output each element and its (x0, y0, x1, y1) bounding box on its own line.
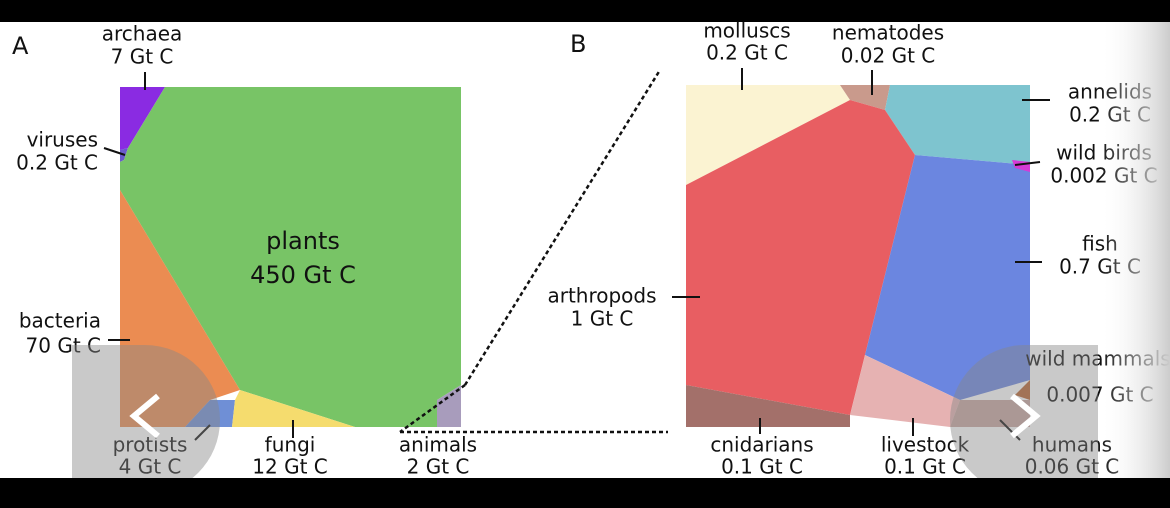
cell (865, 155, 1030, 400)
cell (850, 355, 960, 427)
cell (185, 400, 235, 427)
cell-amount: 2 Gt C (407, 455, 470, 479)
zoom-lines (399, 69, 668, 434)
cell-amount: 70 Gt C (26, 334, 101, 358)
cell (840, 85, 890, 110)
cell-name: protists (113, 433, 188, 457)
cell (120, 87, 461, 427)
cell (437, 385, 461, 427)
cell-name: bacteria (19, 309, 101, 333)
cell-name: animals (399, 433, 477, 457)
cell-name: molluscs (703, 19, 790, 43)
cell (120, 87, 165, 150)
cell-name: nematodes (832, 21, 944, 45)
leaders (103, 68, 1050, 441)
cell (686, 100, 915, 415)
cell-name: arthropods (547, 284, 656, 308)
cell-name: plants (266, 227, 340, 255)
panel-b (686, 85, 1030, 427)
cell-amount: 7 Gt C (111, 45, 174, 69)
edge-fade (1100, 22, 1170, 478)
cell (686, 385, 850, 427)
panel-a (120, 87, 461, 427)
cell-name: livestock (881, 433, 970, 457)
next-button[interactable] (950, 345, 1098, 495)
cell-amount: 1 Gt C (571, 307, 634, 331)
cell-amount: 0.1 Gt C (884, 455, 966, 479)
cell-amount: 450 Gt C (250, 261, 356, 289)
cell-name: humans (1032, 433, 1112, 457)
cell-amount: 0.2 Gt C (16, 151, 98, 175)
cell-name: archaea (102, 22, 183, 46)
panel-label: A (12, 32, 29, 60)
cell-amount: 0.2 Gt C (706, 41, 788, 65)
cell (885, 85, 1030, 165)
cell-amount: 4 Gt C (119, 455, 182, 479)
cell-name: cnidarians (710, 433, 813, 457)
cell (120, 190, 240, 427)
cell (232, 390, 355, 427)
bottom-bar (0, 478, 1170, 508)
cell (1015, 380, 1030, 400)
labels: A B archaea 7 Gt C plants 450 Gt C proti… (12, 19, 1170, 479)
cell-amount: 0.1 Gt C (721, 455, 803, 479)
cell (950, 400, 1030, 427)
cell-name: viruses (27, 128, 98, 152)
panel-label: B (570, 30, 586, 58)
prev-button[interactable] (72, 345, 220, 495)
cell-name: fungi (265, 433, 316, 457)
cell-amount: 12 Gt C (252, 455, 327, 479)
cell-amount: 0.02 Gt C (841, 44, 936, 68)
cell (686, 85, 850, 185)
